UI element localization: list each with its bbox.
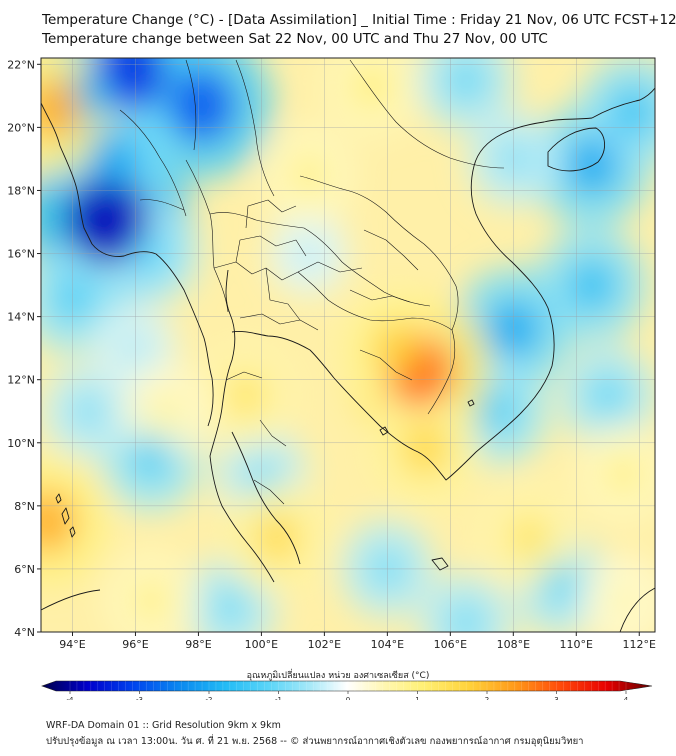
map-frame	[40, 57, 656, 633]
warm-anomaly-core	[372, 321, 422, 375]
cold-anomaly-core	[588, 374, 627, 417]
lat-tick-label: 4°N	[14, 626, 35, 639]
cold-anomaly-core	[168, 68, 235, 143]
colorbar-tick: -2	[206, 696, 213, 700]
footer-model-info: WRF-DA Domain 01 :: Grid Resolution 9km …	[46, 720, 281, 731]
cold-anomaly-core	[568, 259, 616, 311]
lat-tick-label: 10°N	[7, 437, 35, 450]
warm-anomaly-core	[133, 580, 170, 621]
warm-anomaly-core	[401, 423, 449, 475]
lat-tick-label: 14°N	[7, 311, 35, 324]
cold-anomaly-core	[447, 602, 485, 632]
lon-tick-label: 106°E	[434, 638, 467, 651]
footer-update-info: ปรับปรุงข้อมูล ณ เวลา 13:00น. วัน ศ. ที่…	[46, 736, 584, 747]
lat-tick-label: 8°N	[14, 500, 35, 513]
chart-title: Temperature Change (°C) - [Data Assimila…	[42, 12, 676, 28]
warm-anomaly-core	[224, 372, 267, 419]
cold-anomaly-core	[211, 586, 249, 627]
lon-tick-label: 104°E	[371, 638, 404, 651]
cold-anomaly-core	[447, 59, 486, 101]
warm-anomaly-core	[352, 65, 391, 108]
colorbar-tick: -1	[275, 696, 282, 700]
lon-tick-label: 94°E	[59, 638, 85, 651]
lat-tick-label: 18°N	[7, 184, 35, 197]
colorbar-tick: 1	[415, 696, 419, 700]
temperature-change-map: 22°N 20°N 18°N 16°N 14°N 12°N 10°N 8°N 6°N 4°N 94…	[7, 57, 656, 700]
cold-anomaly-core	[65, 173, 149, 265]
colorbar-tick: 0	[346, 696, 350, 700]
cold-anomaly-core	[541, 563, 580, 606]
cold-anomaly-core	[476, 388, 519, 435]
warm-anomaly-core	[150, 393, 184, 430]
admin-borders	[119, 59, 505, 505]
lat-lon-gridlines	[41, 58, 655, 632]
cold-anomaly-core	[87, 130, 140, 188]
lon-tick-label: 112°E	[623, 638, 656, 651]
lon-tick-label: 96°E	[122, 638, 148, 651]
lat-tick-label: 6°N	[14, 563, 35, 576]
lat-tick-label: 12°N	[7, 374, 35, 387]
longitude-tick-labels: 94°E 96°E 98°E 100°E 102°E 104°E 106°E 108°E 110…	[59, 632, 656, 651]
lon-tick-label: 108°E	[497, 638, 530, 651]
lon-tick-label: 102°E	[308, 638, 341, 651]
lon-tick-label: 98°E	[185, 638, 211, 651]
cold-anomaly-core	[71, 392, 106, 431]
cold-anomaly-core	[610, 86, 655, 137]
coastlines-and-borders	[41, 87, 655, 632]
colorbar-tick: 3	[554, 696, 558, 700]
warm-anomaly-core	[608, 583, 639, 618]
chart-subtitle: Temperature change between Sat 22 Nov, 0…	[42, 31, 548, 47]
colorbar-tick: -4	[67, 696, 75, 700]
lon-tick-label: 100°E	[245, 638, 278, 651]
colorbar-tick: 4	[624, 696, 629, 700]
temperature-field	[41, 58, 655, 632]
colorbar-label: อุณหภูมิเปลี่ยนแปลง หน่วย องศาเซลเซียส (…	[246, 671, 430, 681]
colorbar-tick-labels: -4 -3 -2 -1 0 1 2 3 4	[67, 681, 629, 700]
warm-anomaly-core	[41, 490, 76, 553]
warm-anomaly-core	[508, 514, 550, 561]
lon-tick-label: 110°E	[560, 638, 593, 651]
colorbar-tick: -3	[136, 696, 143, 700]
lat-tick-label: 20°N	[7, 121, 35, 134]
warm-anomaly-core	[605, 454, 642, 495]
colorbar-tick: 2	[485, 696, 489, 700]
lat-tick-label: 22°N	[7, 58, 35, 71]
colorbar: -4 -3 -2 -1 0 1 2 3 4	[41, 680, 653, 700]
lat-tick-label: 16°N	[7, 248, 35, 261]
colorbar-gradient	[41, 680, 653, 692]
warm-anomaly-core	[290, 154, 327, 195]
latitude-tick-labels: 22°N 20°N 18°N 16°N 14°N 12°N 10°N 8°N 6°N 4°N	[7, 58, 41, 639]
warm-anomaly-core	[254, 512, 300, 563]
cold-anomaly-core	[130, 435, 173, 482]
